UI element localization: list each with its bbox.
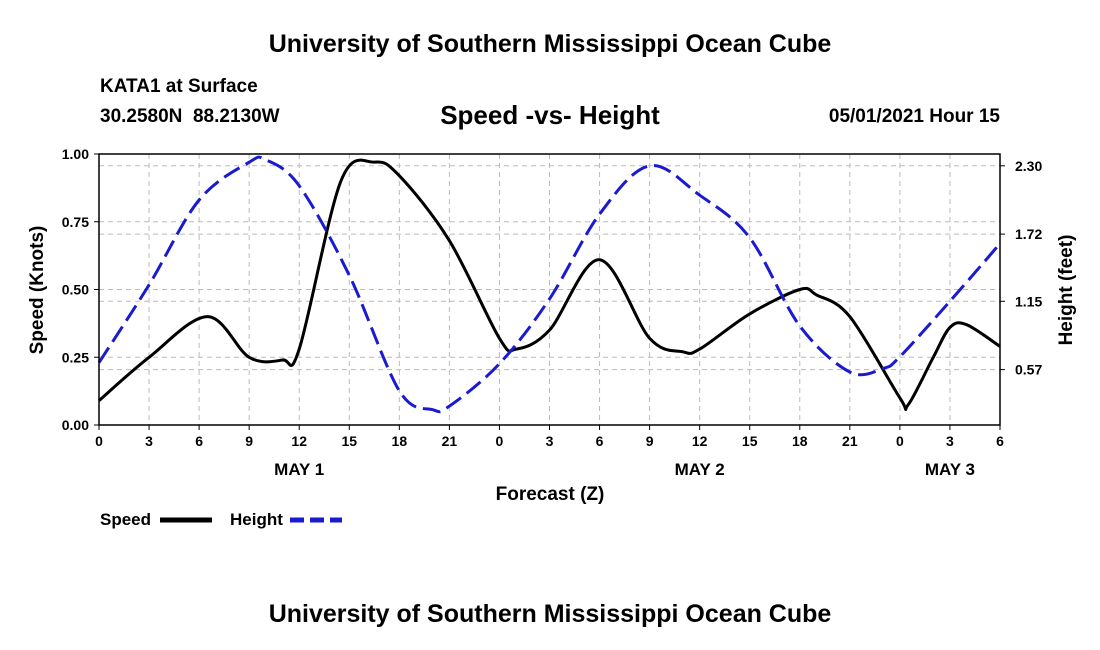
x-tick-label: 6 [996, 433, 1004, 449]
x-tick-label: 21 [842, 433, 858, 449]
x-tick-label: 12 [692, 433, 708, 449]
y2-tick-label: 1.72 [1015, 226, 1042, 242]
forecast-datetime: 05/01/2021 Hour 15 [828, 106, 1000, 127]
legend-height-label: Height [230, 510, 283, 529]
speed-series-line [98, 158, 1001, 411]
y2-tick-label: 2.30 [1015, 158, 1042, 174]
page-title: University of Southern Mississippi Ocean… [268, 30, 832, 58]
y-tick-label: 0.25 [62, 349, 89, 365]
day-label: MAY 2 [675, 460, 725, 479]
x-tick-label: 6 [195, 433, 203, 449]
x-tick-label: 18 [392, 433, 408, 449]
plot-frame [98, 153, 1001, 426]
y-tick-label: 1.00 [62, 146, 89, 162]
x-tick-label: 0 [496, 433, 504, 449]
grid-layer [99, 154, 1000, 425]
legend: Speed Height [100, 510, 342, 529]
x-axis-title: Forecast (Z) [496, 484, 605, 505]
legend-speed-label: Speed [100, 510, 151, 529]
y-tick-label: 0.75 [62, 214, 89, 230]
station-label: KATA1 at Surface [100, 76, 258, 97]
x-tick-label: 15 [341, 433, 357, 449]
axis-ticks: 0 3 6 9 12 15 18 21 0 3 6 9 12 15 18 21 0 3 6 0.00 0.25 0.50 0… [62, 146, 1043, 479]
chart-title: Speed -vs- Height [440, 100, 660, 130]
y-tick-label: 0.00 [62, 417, 89, 433]
y2-tick-label: 0.57 [1015, 362, 1042, 378]
x-tick-label: 6 [596, 433, 604, 449]
day-label: MAY 1 [274, 460, 324, 479]
height-series-line [97, 155, 1002, 414]
y-tick-label: 0.50 [62, 282, 89, 298]
series-layer [97, 155, 1002, 414]
x-tick-label: 21 [442, 433, 458, 449]
x-tick-label: 0 [896, 433, 904, 449]
x-tick-label: 18 [792, 433, 808, 449]
footer-title: University of Southern Mississippi Ocean… [268, 600, 832, 628]
station-coordinates: 30.2580N 88.2130W [100, 106, 280, 127]
x-tick-label: 9 [245, 433, 253, 449]
x-tick-label: 9 [646, 433, 654, 449]
x-tick-label: 12 [291, 433, 307, 449]
y-axis-title: Speed (Knots) [27, 226, 48, 355]
x-tick-label: 0 [95, 433, 103, 449]
y2-axis-title: Height (feet) [1056, 235, 1077, 346]
x-tick-label: 3 [546, 433, 554, 449]
day-label: MAY 3 [925, 460, 975, 479]
x-tick-label: 3 [145, 433, 153, 449]
y2-tick-label: 1.15 [1015, 293, 1042, 309]
x-tick-label: 15 [742, 433, 758, 449]
x-tick-label: 3 [946, 433, 954, 449]
